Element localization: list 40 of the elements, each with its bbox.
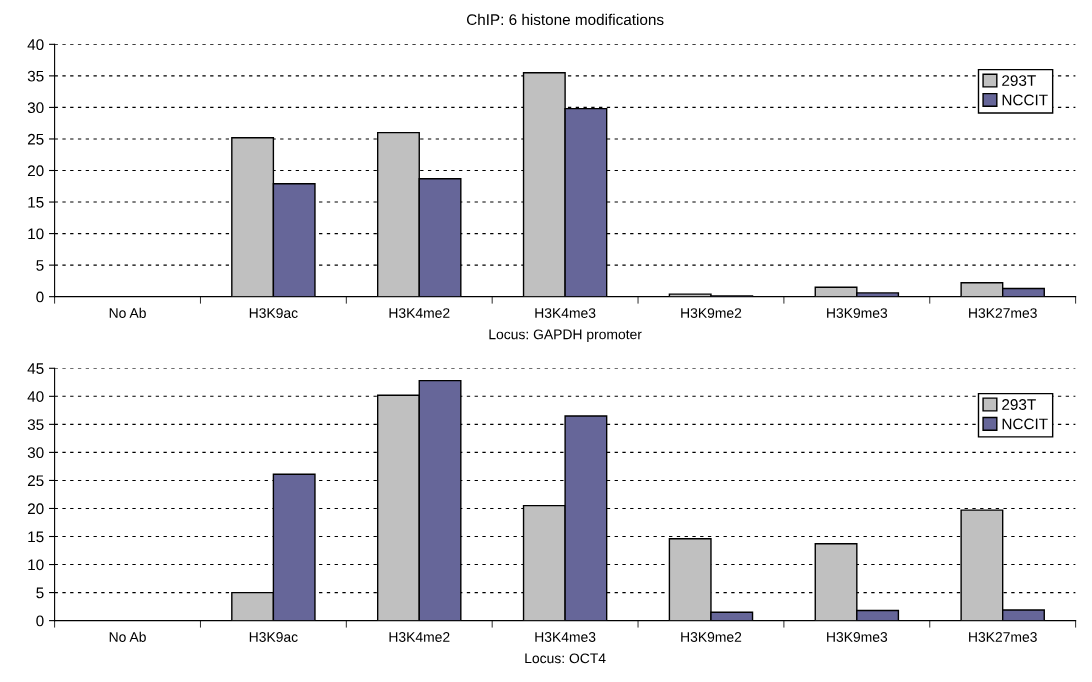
y-tick-label: 35: [27, 70, 44, 82]
x-tick-label: H3K27me3: [969, 308, 1037, 318]
legend-label: 293T: [1002, 75, 1036, 86]
x-tick-label: H3K9me2: [681, 308, 742, 318]
x-tick-label: H3K4me2: [389, 308, 450, 318]
x-tick-label: H3K9me3: [827, 308, 888, 318]
y-tick-label: 30: [27, 102, 44, 114]
y-tick-label: 10: [28, 228, 44, 240]
y-tick-label: 0: [36, 291, 44, 303]
legend-label: NCCIT: [1002, 94, 1048, 106]
x-axis-title: Locus: OCT4: [525, 653, 606, 664]
y-tick-label: 40: [27, 39, 44, 51]
y-tick-label: 35: [27, 419, 44, 431]
y-tick-label: 5: [36, 260, 44, 271]
x-tick-label: No Ab: [109, 631, 146, 642]
x-tick-label: No Ab: [109, 307, 146, 318]
x-tick-label: H3K9ac: [249, 632, 298, 642]
legend-label: NCCIT: [1002, 418, 1048, 430]
legend-label: 293T: [1002, 399, 1036, 410]
y-tick-label: 5: [36, 587, 44, 599]
y-tick-label: 25: [27, 133, 44, 145]
y-tick-label: 20: [27, 503, 44, 515]
x-tick-label: H3K27me3: [969, 632, 1037, 642]
y-tick-label: 30: [27, 447, 44, 459]
x-tick-label: H3K4me3: [535, 308, 596, 318]
y-tick-label: 20: [27, 165, 44, 177]
x-tick-label: H3K4me2: [389, 632, 450, 642]
x-tick-label: H3K9me3: [827, 632, 888, 642]
x-tick-label: H3K9ac: [249, 308, 298, 318]
x-tick-label: H3K9me2: [681, 632, 742, 642]
y-tick-label: 15: [28, 531, 44, 543]
chart-title: ChIP: 6 histone modifications: [466, 13, 664, 26]
y-tick-label: 15: [28, 197, 44, 208]
x-axis-title: Locus: GAPDH promoter: [489, 329, 642, 343]
y-tick-label: 0: [36, 615, 44, 627]
x-tick-label: H3K4me3: [535, 632, 596, 642]
y-tick-label: 10: [28, 559, 44, 571]
y-tick-label: 25: [27, 475, 44, 487]
y-tick-label: 45: [27, 363, 44, 374]
y-tick-label: 40: [27, 391, 44, 402]
